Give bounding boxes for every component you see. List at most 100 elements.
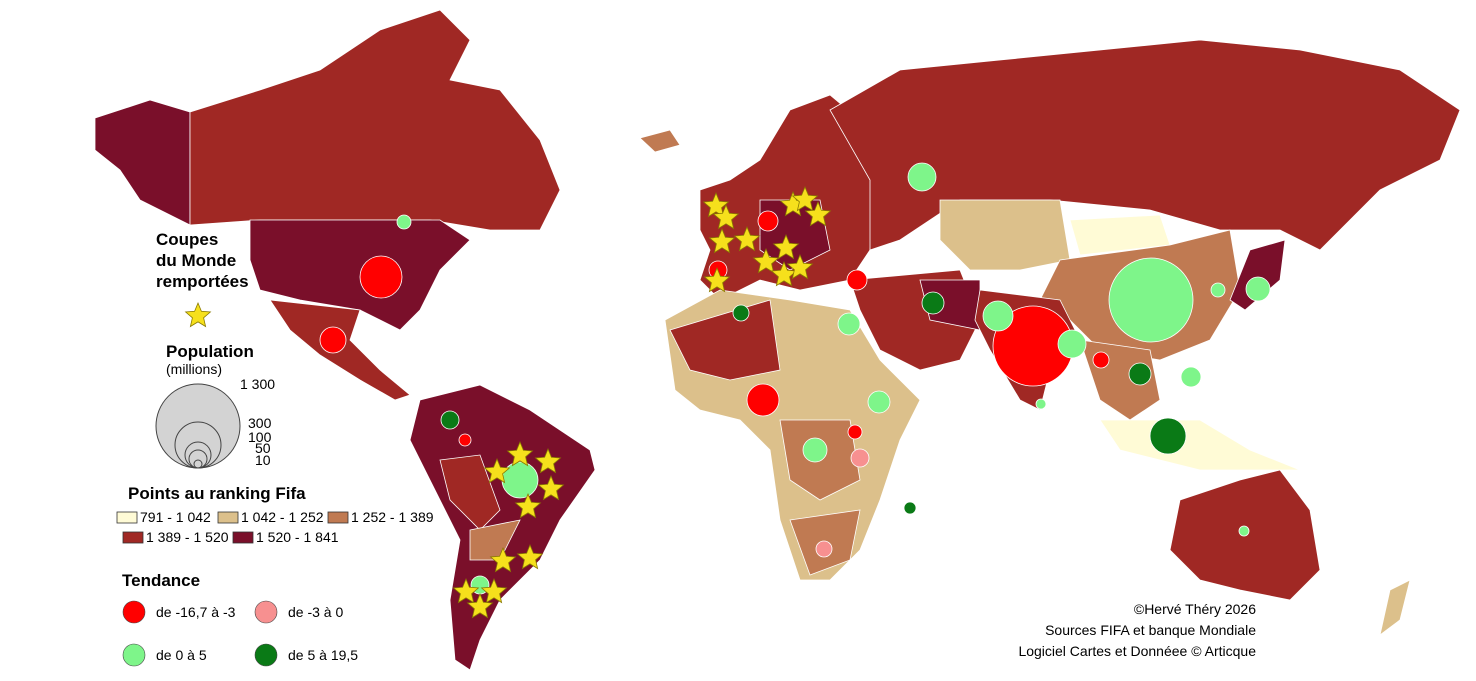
- star: [452, 577, 480, 604]
- class-swatch: [217, 511, 239, 524]
- star: [514, 492, 542, 519]
- country: [94, 99, 191, 226]
- population-circle: [501, 461, 539, 499]
- size-label: 50: [255, 440, 271, 456]
- population-circle: [1057, 329, 1087, 359]
- size-label: 100: [248, 429, 272, 445]
- country: [1099, 419, 1301, 471]
- country: [669, 299, 781, 381]
- population-circle: [1238, 525, 1250, 537]
- trend-label: de -3 à 0: [288, 604, 343, 620]
- legend-cups: Coupes du Monde remportées: [156, 230, 249, 291]
- star: [772, 233, 800, 260]
- star: [786, 253, 814, 280]
- star: [516, 543, 544, 570]
- population-circle: [396, 214, 412, 230]
- legend-title: remportées: [156, 272, 249, 291]
- size-label: 10: [255, 452, 271, 468]
- population-circle: [458, 433, 472, 447]
- population-circle: [319, 326, 347, 354]
- legend-title: Tendance: [122, 571, 200, 590]
- class-swatch: [116, 511, 138, 524]
- star: [537, 474, 565, 501]
- trend-label: de -16,7 à -3: [156, 604, 236, 620]
- credit: Sources FIFA et banque Mondiale: [1045, 622, 1256, 638]
- population-circle: [921, 291, 945, 315]
- population-circle: [846, 269, 868, 291]
- class-swatch: [122, 531, 144, 544]
- star: [752, 247, 780, 274]
- legend-ranking: 791 - 1 042 1 042 - 1 252 1 252 - 1 389 1 3…: [116, 509, 434, 545]
- legend-population: Population (millions) 1 300 300 100 50 1…: [155, 342, 275, 469]
- population-circle: [1149, 417, 1187, 455]
- size-circle: [193, 459, 203, 469]
- population-circle: [907, 162, 937, 192]
- population-circle: [1092, 351, 1110, 369]
- world-cup-stars: [184, 185, 832, 619]
- trend-swatch: [122, 643, 146, 667]
- trend-label: de 5 à 19,5: [288, 647, 358, 663]
- country: [189, 9, 561, 231]
- class-label: 1 252 - 1 389: [351, 509, 434, 525]
- country: [939, 199, 1071, 271]
- population-circle: [359, 255, 403, 299]
- country: [519, 9, 641, 111]
- trend-label: de 0 à 5: [156, 647, 207, 663]
- population-circle: [1128, 362, 1152, 386]
- star: [703, 266, 731, 293]
- population-circle: [982, 300, 1014, 332]
- class-label: 1 520 - 1 841: [256, 529, 339, 545]
- class-label: 791 - 1 042: [140, 509, 211, 525]
- population-circle: [850, 448, 870, 468]
- legend-trend: de -16,7 à -3 de -3 à 0 de 0 à 5 de 5 à 19,…: [122, 600, 358, 667]
- population-circle: [903, 501, 917, 515]
- population-circle: [1180, 366, 1202, 388]
- population-circle: [847, 424, 863, 440]
- legend-unit: (millions): [166, 361, 222, 377]
- population-circle: [1108, 257, 1194, 343]
- population-circle: [732, 304, 750, 322]
- country: [1379, 579, 1411, 636]
- legend-title: Points au ranking Fifa: [128, 484, 306, 503]
- star: [483, 457, 511, 484]
- population-circle: [1210, 282, 1226, 298]
- star: [770, 260, 798, 287]
- legend-title: Population: [166, 342, 254, 361]
- legend-title: du Monde: [156, 251, 236, 270]
- star: [712, 203, 740, 230]
- country: [829, 39, 1461, 251]
- star: [702, 191, 730, 218]
- star: [184, 301, 212, 328]
- country: [699, 94, 881, 301]
- star: [708, 227, 736, 254]
- class-swatch: [232, 531, 254, 544]
- size-circle: [155, 383, 241, 469]
- star: [791, 185, 819, 212]
- star: [506, 440, 534, 467]
- population-circle: [815, 540, 833, 558]
- country: [639, 129, 681, 153]
- population-circle: [837, 312, 861, 336]
- star: [733, 225, 761, 252]
- population-circles: [319, 162, 1271, 595]
- star: [480, 577, 508, 604]
- population-circle: [802, 437, 828, 463]
- class-label: 1 042 - 1 252: [241, 509, 324, 525]
- star: [804, 200, 832, 227]
- trend-swatch: [254, 600, 278, 624]
- star: [489, 546, 517, 573]
- credit: Logiciel Cartes et Donnéee © Articque: [1018, 643, 1256, 659]
- population-circle: [1245, 276, 1271, 302]
- population-circle: [746, 383, 780, 417]
- trend-swatch: [122, 600, 146, 624]
- population-circle: [867, 390, 891, 414]
- class-label: 1 389 - 1 520: [146, 529, 229, 545]
- population-circle: [1035, 398, 1047, 410]
- credit: ©Hervé Théry 2026: [1134, 601, 1256, 617]
- size-label: 300: [248, 415, 272, 431]
- legend-title: Coupes: [156, 230, 218, 249]
- class-swatch: [327, 511, 349, 524]
- countries: [94, 9, 1461, 671]
- star: [466, 592, 494, 619]
